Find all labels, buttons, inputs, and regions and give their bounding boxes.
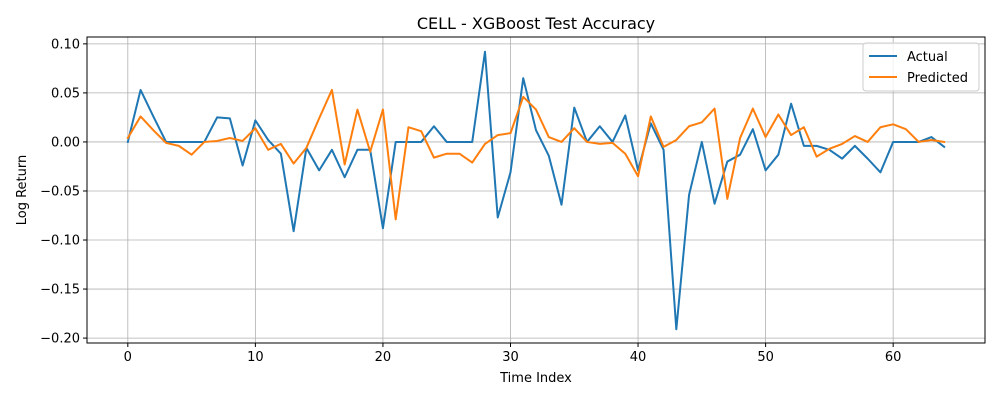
x-axis-label: Time Index bbox=[499, 371, 572, 386]
series-layer bbox=[126, 50, 946, 331]
x-tick-label: 10 bbox=[247, 350, 264, 365]
x-tick-label: 0 bbox=[124, 350, 132, 365]
series-line-actual bbox=[126, 50, 946, 331]
plot-area-frame bbox=[86, 36, 986, 344]
x-tick-label: 50 bbox=[757, 350, 774, 365]
series-line-predicted bbox=[126, 88, 946, 221]
x-axis-ticks: 0 10 20 30 40 50 60 bbox=[124, 343, 902, 365]
grid-lines bbox=[87, 37, 985, 343]
y-axis-label: Log Return bbox=[15, 155, 30, 226]
chart-title: CELL - XGBoost Test Accuracy bbox=[417, 14, 655, 33]
x-tick-label: 20 bbox=[375, 350, 392, 365]
legend-label-actual: Actual bbox=[907, 50, 948, 65]
y-tick-label: 0.00 bbox=[51, 135, 80, 150]
legend-label-predicted: Predicted bbox=[907, 71, 968, 86]
y-tick-label: −0.15 bbox=[40, 283, 80, 298]
y-tick-label: −0.10 bbox=[40, 234, 80, 249]
legend: Actual Predicted bbox=[862, 42, 980, 92]
y-tick-label: −0.05 bbox=[40, 184, 80, 199]
x-tick-label: 30 bbox=[502, 350, 519, 365]
x-tick-label: 40 bbox=[630, 350, 647, 365]
x-tick-label: 60 bbox=[885, 350, 902, 365]
y-tick-label: −0.20 bbox=[40, 332, 80, 347]
y-tick-label: 0.10 bbox=[51, 37, 80, 52]
y-tick-label: 0.05 bbox=[51, 86, 80, 101]
y-axis-ticks: 0.10 0.05 0.00 −0.05 −0.10 −0.15 −0.20 bbox=[40, 37, 87, 347]
